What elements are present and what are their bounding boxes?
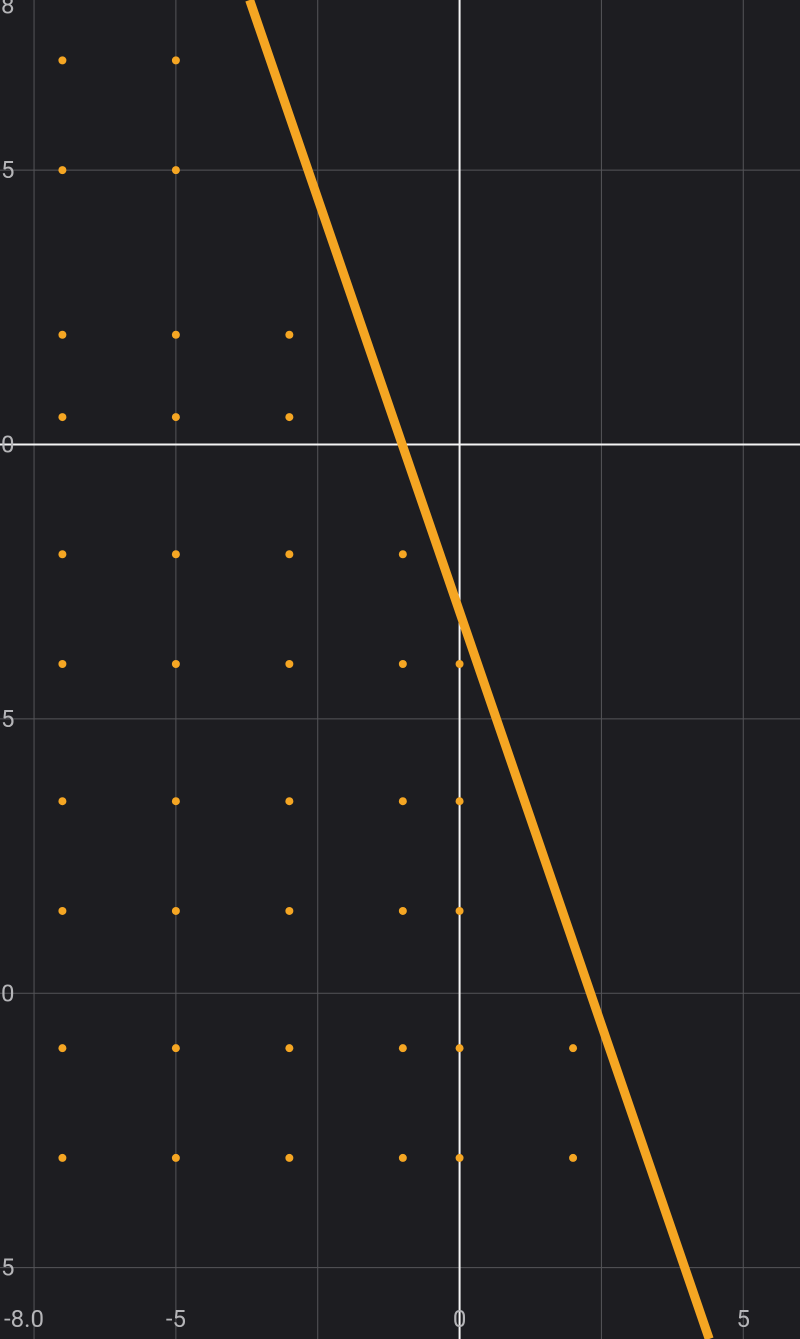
region-dot [285,797,293,805]
x-tick-label: 5 [737,1305,751,1333]
region-dot [58,1044,66,1052]
region-dot [58,331,66,339]
y-tick-label: 8 [1,0,15,19]
region-dot [172,1154,180,1162]
region-dot [456,907,464,915]
region-dot [58,166,66,174]
region-dot [285,1154,293,1162]
y-tick-label: 0 [1,979,15,1007]
region-dot [58,660,66,668]
region-dot [285,1044,293,1052]
region-dot [285,550,293,558]
region-dot [58,56,66,64]
region-dot [456,1154,464,1162]
region-dot [172,56,180,64]
region-dot [569,1044,577,1052]
region-dot [172,660,180,668]
region-dot [399,1154,407,1162]
inequality-plot: 8 5 0 5 0 5 -8.0 -5 0 5 [0,0,800,1339]
region-dot [172,550,180,558]
region-dot [58,907,66,915]
region-dot [58,797,66,805]
y-tick-label: 5 [1,705,15,733]
region-dot [399,550,407,558]
region-dot [456,797,464,805]
y-tick-label: 5 [1,1254,15,1282]
region-dot [172,907,180,915]
x-tick-label: 0 [453,1305,467,1333]
region-dot [172,331,180,339]
region-dot [456,660,464,668]
region-dot [285,413,293,421]
region-dot [285,331,293,339]
region-dot [399,1044,407,1052]
region-dot [285,907,293,915]
region-dot [172,413,180,421]
x-tick-label: -5 [166,1305,186,1333]
region-dot [58,413,66,421]
region-dot [399,660,407,668]
region-dot [399,907,407,915]
x-tick-label: -8.0 [4,1305,44,1333]
plot-background [0,0,800,1339]
region-dot [172,166,180,174]
region-dot [456,1044,464,1052]
region-dot [285,660,293,668]
y-tick-label: 0 [1,431,15,459]
region-dot [172,1044,180,1052]
region-dot [172,797,180,805]
y-tick-label: 5 [1,156,15,184]
region-dot [58,550,66,558]
region-dot [399,797,407,805]
region-dot [58,1154,66,1162]
region-dot [569,1154,577,1162]
